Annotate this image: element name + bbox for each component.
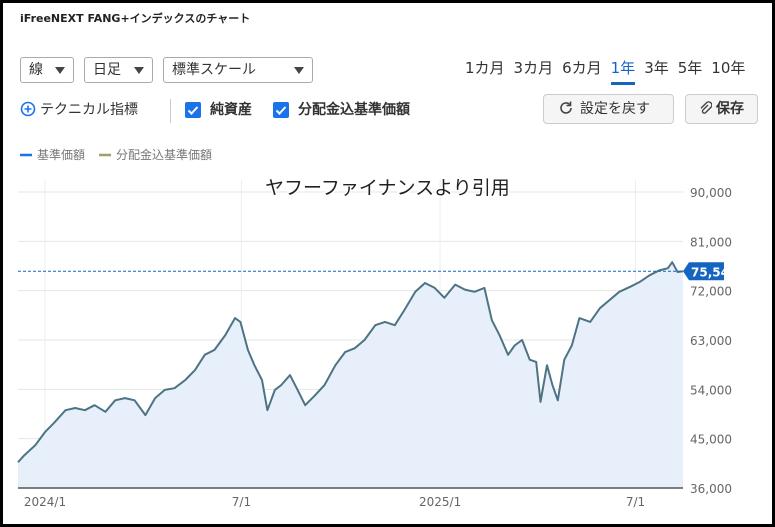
x-tick-label: 2024/1 [24,495,66,509]
period-tab[interactable]: 3年 [644,59,669,77]
reset-icon [560,101,572,114]
button-label: テクニカル指標 [40,102,138,118]
checkbox-label: 分配金込基準価額 [298,102,410,118]
button-label: 保存 [716,101,744,117]
y-tick-label: 54,000 [690,383,732,397]
clip-icon [700,101,713,114]
separator [170,99,171,123]
y-tick-label: 36,000 [690,482,732,496]
page-title: iFreeNEXT FANG+インデックスのチャート [20,12,251,25]
checkbox[interactable] [273,102,289,118]
save-button[interactable]: 保存 [685,94,758,124]
period-tabs: 1カ月 3カ月 6カ月 1年 3年 5年 10年 [465,57,745,85]
period-tab[interactable]: 3カ月 [513,59,554,77]
checkbox[interactable] [185,102,201,118]
scale-dropdown[interactable]: 標準スケール [163,57,313,83]
y-tick-label: 45,000 [690,433,732,447]
period-tab[interactable]: 1カ月 [465,59,505,77]
technical-indicator-button[interactable]: テクニカル指標 [20,99,138,121]
button-label: 設定を戻す [580,101,650,117]
period-tab[interactable]: 6カ月 [562,59,602,77]
legend-label: 基準価額 [37,147,85,162]
period-tab[interactable]: 10年 [711,59,746,77]
y-tick-label: 72,000 [690,285,732,299]
y-tick-label: 81,000 [690,235,732,249]
y-tick-label: 63,000 [690,334,732,348]
check-icon [187,106,199,115]
dropdown-label: 線 [29,62,43,78]
interval-dropdown[interactable]: 日足 [84,57,153,83]
dropdown-label: 日足 [93,62,121,78]
area-fill [18,262,683,488]
checkbox-label: 純資産 [210,102,252,118]
x-tick-label: 2025/1 [419,495,461,509]
period-tab[interactable]: 5年 [677,59,703,77]
annotation: ヤフーファイナンスより引用 [265,177,510,199]
price-line [17,261,684,463]
period-tab[interactable]: 1年 [610,57,636,85]
chart-type-dropdown[interactable]: 線 [20,57,74,83]
current-value-label: 75,540 [691,265,737,279]
plus-icon [20,101,36,117]
x-tick-label: 7/1 [232,495,251,509]
current-value-box [683,262,724,281]
check-icon [275,106,287,115]
y-tick-label: 90,000 [690,186,732,200]
reset-button[interactable]: 設定を戻す [543,94,674,124]
dropdown-label: 標準スケール [172,62,256,78]
legend-label: 分配金込基準価額 [116,147,212,162]
x-tick-label: 7/1 [626,495,645,509]
